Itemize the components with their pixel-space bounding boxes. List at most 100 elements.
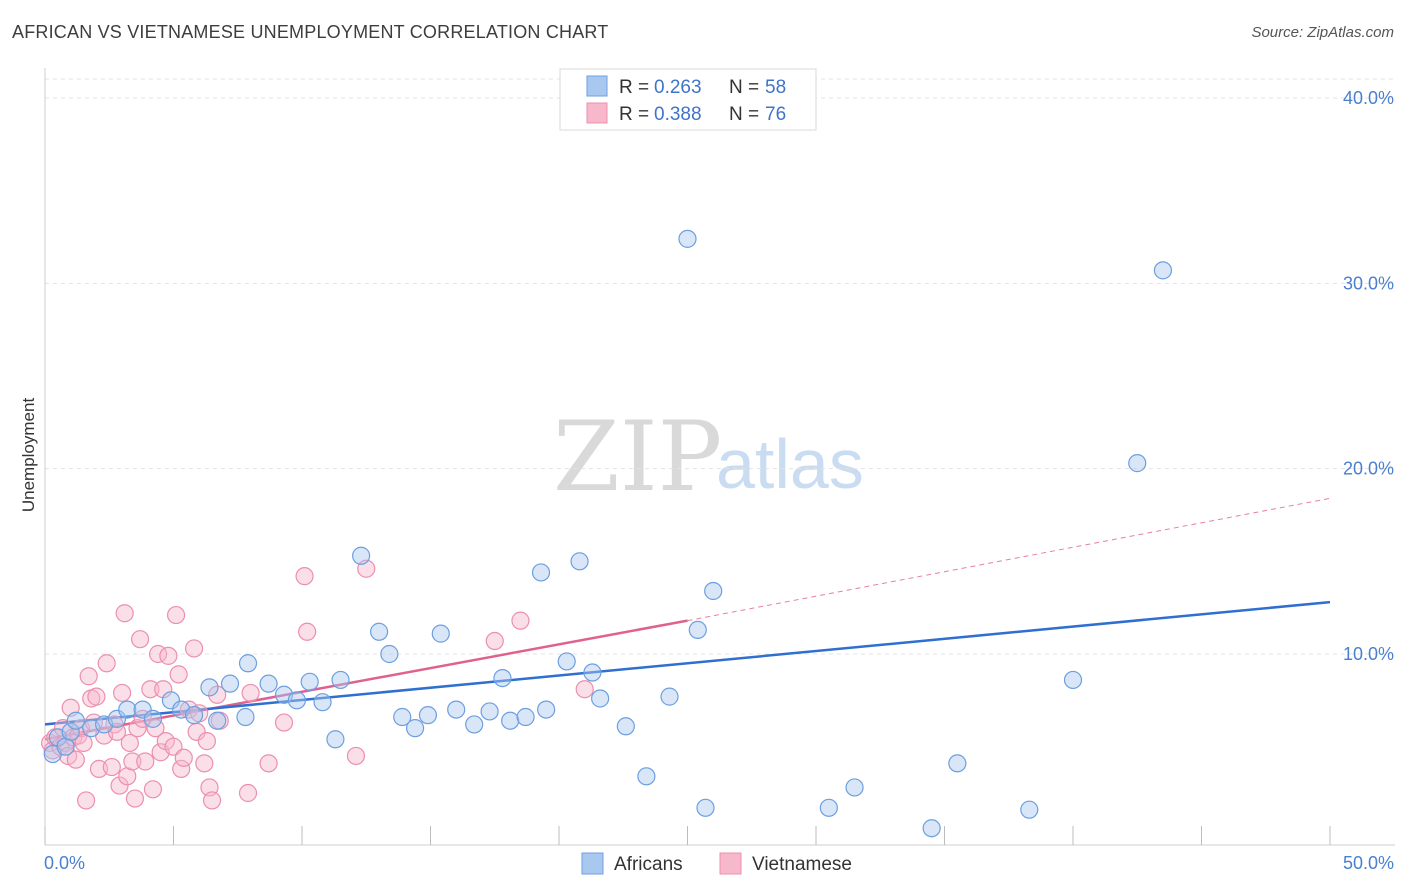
legend-n-label-vietnamese: N = [729, 104, 759, 125]
watermark-atlas: atlas [716, 425, 864, 503]
vietnamese-point [172, 759, 191, 779]
africans-point [696, 798, 715, 817]
bottom-legend-vietnamese: Vietnamese [752, 854, 852, 875]
legend-r-value-vietnamese: 0.388 [654, 104, 702, 125]
grid [45, 78, 1395, 655]
correlation-legend: R = 0.263 N = 58 R = 0.388 N = 76 [559, 68, 817, 131]
africans-point [480, 702, 499, 721]
africans-point [418, 706, 438, 725]
legend-r-label-vietnamese: R = [619, 104, 649, 125]
africans-point [313, 693, 332, 712]
africans-point [118, 700, 137, 719]
trend-lines [44, 497, 1331, 741]
vietnamese-point [128, 719, 147, 738]
africans-point [326, 730, 345, 749]
africans-point [1020, 800, 1039, 819]
vietnamese-point [125, 789, 145, 808]
vietnamese-point [195, 754, 214, 773]
vietnamese-point [123, 752, 142, 771]
africans-point [393, 707, 412, 727]
y-tick-label: 10.0% [1343, 644, 1394, 664]
watermark-zip: ZIP [553, 401, 722, 513]
africans-point [220, 674, 240, 693]
africans-point [405, 719, 425, 738]
vietnamese-point [130, 630, 150, 649]
africans-point [922, 819, 941, 838]
y-tick-labels: 10.0% 20.0% 30.0% 40.0% [1343, 88, 1394, 664]
vietnamese-point [274, 713, 294, 732]
y-tick-label: 30.0% [1343, 273, 1394, 293]
vietnamese-point [79, 667, 98, 686]
africans-point [819, 798, 838, 817]
vietnamese-point [66, 750, 85, 769]
africans-point [616, 717, 635, 736]
vietnamese-point [184, 639, 204, 658]
vietnamese-points [41, 559, 594, 810]
africans-point [447, 700, 466, 719]
vietnamese-point [110, 776, 129, 795]
africans-point [200, 678, 219, 697]
vietnamese-point [174, 748, 193, 767]
africans-point [143, 709, 163, 728]
vietnamese-point [241, 683, 260, 703]
vietnamese-point [112, 683, 132, 703]
source-label: Source: ZipAtlas.com [1251, 24, 1394, 41]
vietnamese-point [166, 605, 186, 625]
bottom-legend-swatch-vietnamese [719, 852, 742, 875]
africans-point [516, 707, 535, 727]
africans-point [1128, 454, 1147, 473]
chart-title: AFRICAN VS VIETNAMESE UNEMPLOYMENT CORRE… [12, 22, 609, 42]
x-tick-label-max: 50.0% [1343, 853, 1394, 873]
africans-point [236, 707, 255, 727]
vietnamese-point [485, 631, 504, 651]
vietnamese-point [102, 757, 121, 777]
y-axis-label: Unemployment [19, 398, 38, 513]
africans-point [948, 754, 967, 773]
vietnamese-point [77, 791, 96, 810]
africans-point [557, 652, 576, 671]
vietnamese-point [169, 665, 188, 684]
vietnamese-point [346, 746, 366, 766]
legend-n-value-africans: 58 [765, 77, 786, 98]
africans-point [688, 620, 707, 640]
africans-point [845, 778, 864, 797]
africans-point [660, 687, 679, 706]
vietnamese-point [143, 780, 163, 799]
y-tick-label: 20.0% [1343, 459, 1394, 479]
africans-point [501, 711, 520, 730]
series-legend: Africans Vietnamese [581, 852, 852, 875]
vietnamese-point [197, 732, 217, 751]
vietnamese-point [159, 646, 178, 665]
vietnamese-point [74, 733, 93, 753]
x-tick-labels: 0.0% 50.0% [44, 853, 1394, 873]
vietnamese-point [298, 622, 317, 641]
vietnamese-point [238, 783, 258, 803]
vietnamese-point [202, 791, 222, 810]
vietnamese-point [120, 733, 139, 753]
x-tick-label-min: 0.0% [44, 853, 85, 873]
africans-point [208, 711, 227, 730]
vietnamese-point [136, 752, 155, 771]
africans-point [66, 711, 85, 730]
axes [44, 68, 1395, 846]
bottom-legend-africans: Africans [614, 854, 683, 875]
vietnamese-point [208, 685, 227, 704]
africans-point [583, 663, 602, 682]
vietnamese-trend-line [44, 619, 688, 741]
africans-point [431, 624, 450, 643]
vietnamese-point [295, 567, 314, 586]
bottom-legend-swatch-africans [581, 852, 604, 875]
vietnamese-point [164, 737, 183, 756]
africans-point [238, 654, 258, 673]
africans-point [637, 767, 656, 786]
africans-point [537, 700, 556, 719]
vietnamese-point [259, 754, 278, 773]
vietnamese-point [133, 709, 152, 728]
africans-point [161, 691, 181, 710]
africans-point [184, 706, 204, 725]
africans-point [287, 691, 306, 710]
africans-point [531, 563, 551, 582]
legend-n-label-africans: N = [729, 77, 759, 98]
africans-point [107, 709, 127, 728]
